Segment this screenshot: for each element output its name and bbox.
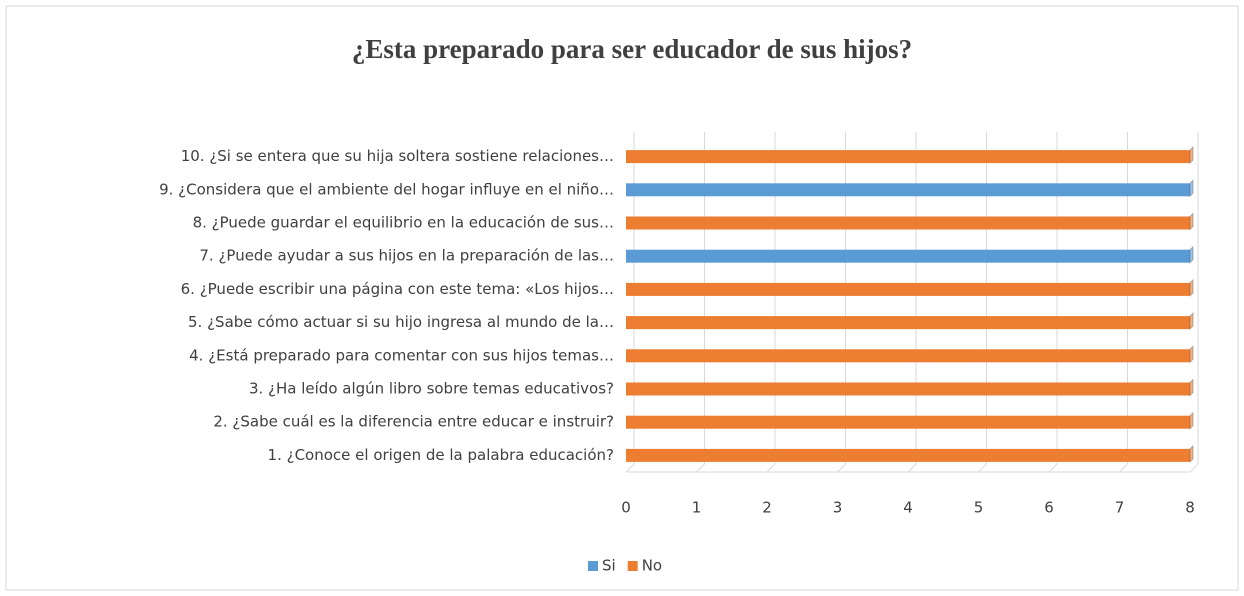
bar-side bbox=[1189, 345, 1194, 364]
bar-side bbox=[1189, 179, 1194, 198]
grid-line-floor bbox=[1048, 463, 1058, 473]
y-tick-label: 10. ¿Si se entera que su hija soltera so… bbox=[181, 147, 614, 165]
legend-label: Si bbox=[602, 557, 616, 575]
bar-side bbox=[1189, 245, 1194, 264]
x-tick-label: 6 bbox=[1044, 499, 1054, 517]
grid-line-floor bbox=[696, 463, 705, 473]
y-tick-label: 6. ¿Puede escribir una página con este t… bbox=[181, 280, 614, 298]
x-tick-label: 8 bbox=[1185, 499, 1195, 517]
y-tick-label: 5. ¿Sabe cómo actuar si su hijo ingresa … bbox=[188, 313, 614, 331]
grid-line-floor bbox=[907, 463, 917, 473]
x-tick-label: 0 bbox=[621, 499, 631, 517]
bar bbox=[626, 448, 1190, 462]
grid-line-floor bbox=[766, 463, 776, 473]
x-tick-label: 2 bbox=[762, 499, 772, 517]
grid-line-floor bbox=[1189, 463, 1199, 473]
y-tick-label: 2. ¿Sabe cuál es la diferencia entre edu… bbox=[213, 413, 614, 431]
y-tick-label: 3. ¿Ha leído algún libro sobre temas edu… bbox=[249, 380, 614, 398]
bar-side bbox=[1189, 378, 1194, 397]
bar-side bbox=[1189, 411, 1194, 430]
chart-title: ¿Esta preparado para ser educador de sus… bbox=[352, 34, 912, 64]
grid-line-floor bbox=[978, 463, 987, 473]
x-tick-label: 3 bbox=[833, 499, 843, 517]
bar-side bbox=[1189, 212, 1194, 231]
y-tick-label: 9. ¿Considera que el ambiente del hogar … bbox=[159, 180, 614, 198]
x-tick-label: 1 bbox=[692, 499, 702, 517]
x-tick-label: 7 bbox=[1115, 499, 1125, 517]
y-tick-label: 4. ¿Está preparado para comentar con sus… bbox=[189, 346, 614, 364]
legend-swatch bbox=[627, 561, 638, 571]
bar bbox=[626, 316, 1190, 330]
bar bbox=[626, 382, 1190, 396]
bar bbox=[626, 216, 1190, 230]
bar-side bbox=[1189, 311, 1194, 331]
y-tick-label: 7. ¿Puede ayudar a sus hijos en la prepa… bbox=[199, 247, 614, 265]
x-tick-label: 5 bbox=[974, 499, 984, 517]
x-tick-label: 4 bbox=[903, 499, 913, 517]
bar bbox=[626, 150, 1190, 164]
grid-line-floor bbox=[625, 463, 635, 473]
bar bbox=[626, 415, 1190, 429]
grid-line-floor bbox=[837, 463, 846, 473]
grid-line-floor bbox=[1119, 463, 1128, 473]
bar bbox=[626, 282, 1190, 296]
bar-side bbox=[1189, 145, 1194, 165]
bar bbox=[626, 183, 1190, 197]
bar bbox=[626, 349, 1190, 363]
chart-border bbox=[5, 5, 1239, 591]
bar-side bbox=[1189, 278, 1194, 298]
y-tick-label: 1. ¿Conoce el origen de la palabra educa… bbox=[268, 446, 614, 464]
legend-swatch bbox=[588, 561, 598, 571]
bar-side bbox=[1189, 444, 1194, 464]
bar bbox=[626, 249, 1190, 263]
y-tick-label: 8. ¿Puede guardar el equilibrio en la ed… bbox=[193, 214, 614, 232]
legend-label: No bbox=[642, 557, 662, 575]
